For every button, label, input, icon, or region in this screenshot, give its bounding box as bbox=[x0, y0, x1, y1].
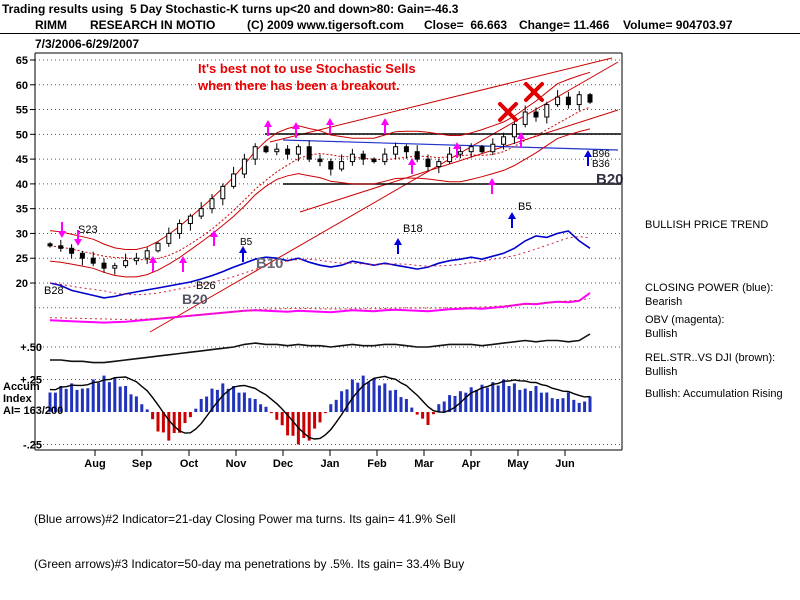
svg-text:Nov: Nov bbox=[226, 458, 248, 470]
accum-label-line3: AI= 163/200 bbox=[3, 405, 64, 417]
svg-text:Feb: Feb bbox=[367, 458, 387, 470]
svg-text:B26: B26 bbox=[196, 280, 216, 292]
candlesticks bbox=[47, 90, 593, 275]
svg-text:40: 40 bbox=[16, 179, 28, 191]
company-name: RESEARCH IN MOTIO bbox=[90, 18, 216, 32]
svg-text:May: May bbox=[507, 458, 529, 470]
svg-text:Apr: Apr bbox=[462, 458, 482, 470]
svg-text:65: 65 bbox=[16, 55, 28, 67]
svg-text:45: 45 bbox=[16, 154, 28, 166]
chart-warning-annotation: It's best not to use Stochastic Sells wh… bbox=[198, 60, 416, 94]
accum-label-line1: Accum bbox=[3, 381, 40, 393]
svg-text:50: 50 bbox=[16, 129, 28, 141]
svg-text:55: 55 bbox=[16, 105, 28, 117]
svg-text:25: 25 bbox=[16, 253, 28, 265]
svg-text:Oct: Oct bbox=[180, 458, 199, 470]
svg-text:60: 60 bbox=[16, 80, 28, 92]
svg-text:B20: B20 bbox=[182, 291, 208, 307]
svg-text:Jun: Jun bbox=[555, 458, 575, 470]
svg-text:Jan: Jan bbox=[321, 458, 340, 470]
accum-label-line2: Index bbox=[3, 393, 32, 405]
svg-text:35: 35 bbox=[16, 204, 28, 216]
copyright-text: (C) 2009 www.tigersoft.com bbox=[247, 18, 404, 32]
grid-and-axes: 65 60 55 50 45 40 35 30 25 20 +.50 +.25 -.25 bbox=[16, 55, 622, 452]
price-trend-status: BULLISH PRICE TREND bbox=[645, 219, 769, 231]
chart-frame: Aug Sep Oct Nov Dec Jan Feb Mar Apr May Jun bbox=[34, 52, 623, 470]
change-value: Change= 11.466 bbox=[519, 18, 610, 32]
svg-text:S23: S23 bbox=[78, 224, 98, 236]
svg-text:B28: B28 bbox=[44, 285, 64, 297]
accumulation-status: Bullish: Accumulation Rising bbox=[645, 388, 783, 400]
svg-text:Mar: Mar bbox=[414, 458, 434, 470]
legend-green-arrows: (Green arrows)#3 Indicator=50-day ma pen… bbox=[34, 557, 465, 571]
indicator-legend: (Blue arrows)#2 Indicator=21-day Closing… bbox=[34, 482, 479, 600]
price-bands bbox=[49, 71, 591, 278]
obv-label: OBV (magenta): bbox=[645, 314, 725, 326]
svg-text:+.25: +.25 bbox=[20, 375, 42, 387]
relstr-block: REL.STR..VS DJI (brown): Bullish bbox=[645, 351, 797, 379]
svg-text:Dec: Dec bbox=[273, 458, 293, 470]
svg-text:30: 30 bbox=[16, 228, 28, 240]
svg-text:Aug: Aug bbox=[84, 458, 105, 470]
obv-status: Bullish bbox=[645, 328, 678, 340]
closing-power-label: CLOSING POWER (blue): bbox=[645, 282, 774, 294]
svg-text:B36: B36 bbox=[592, 159, 610, 170]
results-summary-line: Trading results using 5 Day Stochastic-K… bbox=[2, 2, 459, 16]
svg-text:B5: B5 bbox=[240, 237, 253, 248]
relstr-status: Bullish bbox=[645, 366, 678, 378]
date-range: 7/3/2006-6/29/2007 bbox=[35, 37, 140, 51]
svg-text:Sep: Sep bbox=[132, 458, 152, 470]
svg-text:+.50: +.50 bbox=[20, 342, 42, 354]
svg-text:B96: B96 bbox=[592, 149, 610, 160]
indicator-lines bbox=[49, 230, 591, 364]
svg-text:B5: B5 bbox=[518, 201, 531, 213]
obv-block: OBV (magenta): Bullish bbox=[645, 313, 797, 341]
trend-lines bbox=[149, 57, 621, 333]
relstr-label: REL.STR..VS DJI (brown): bbox=[645, 352, 776, 364]
signal-arrows bbox=[58, 118, 592, 272]
annotation-line2: when there has been a breakout. bbox=[198, 78, 400, 93]
volume-value: Volume= 904703.97 bbox=[623, 18, 733, 32]
svg-text:B10: B10 bbox=[256, 255, 284, 272]
svg-text:B20: B20 bbox=[596, 171, 624, 188]
svg-text:20: 20 bbox=[16, 278, 28, 290]
ticker-symbol: RIMM bbox=[35, 18, 67, 32]
accumulation-histogram bbox=[48, 375, 592, 445]
closing-power-status: Bearish bbox=[645, 296, 683, 308]
header-divider bbox=[0, 33, 800, 34]
svg-text:B18: B18 bbox=[403, 223, 423, 235]
accum-index-label: Accum Index AI= 163/200 bbox=[3, 381, 63, 417]
closing-power-block: CLOSING POWER (blue): Bearish bbox=[645, 281, 797, 309]
legend-blue-arrows: (Blue arrows)#2 Indicator=21-day Closing… bbox=[34, 512, 456, 526]
sell-x-marks bbox=[498, 82, 544, 122]
close-value: Close= 66.663 bbox=[424, 18, 508, 32]
annotation-line1: It's best not to use Stochastic Sells bbox=[198, 61, 416, 76]
svg-text:-.25: -.25 bbox=[23, 440, 42, 452]
